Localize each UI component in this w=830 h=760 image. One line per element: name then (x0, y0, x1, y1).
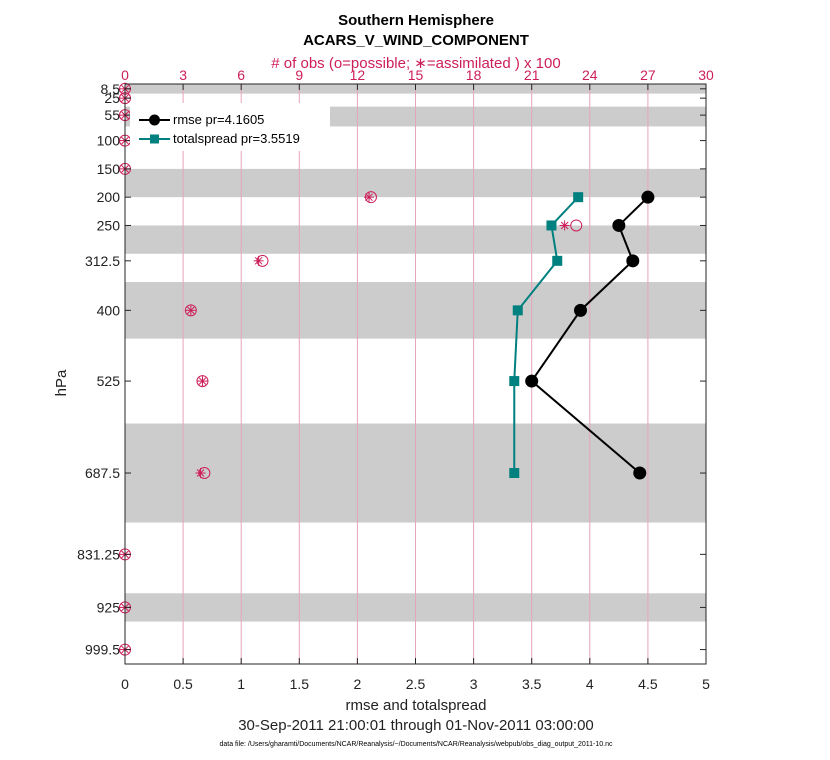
x-tick-label: 5 (702, 676, 710, 692)
y-tick-label: 150 (97, 161, 121, 177)
legend-totalspread-marker (150, 134, 159, 144)
legend-box (130, 103, 330, 151)
y-tick-label: 925 (97, 599, 121, 615)
top-tick-label: 15 (408, 67, 424, 83)
obs-assimilated-stroke (254, 256, 263, 265)
rmse-point (525, 374, 539, 388)
x-tick-label: 0.5 (173, 676, 193, 692)
top-tick-label: 6 (237, 67, 245, 83)
obs-assimilated-stroke (198, 377, 207, 385)
totalspread-point (573, 192, 584, 203)
rmse-point (626, 254, 640, 268)
y-tick-label: 25 (104, 90, 120, 106)
chart-title: Southern Hemisphere (338, 12, 494, 29)
y-tick-label: 55 (104, 107, 120, 123)
top-axis-label: # of obs (o=possible; ∗=assimilated ) x … (271, 55, 560, 72)
rmse-point (612, 218, 626, 232)
obs-assimilated-stroke (560, 221, 569, 230)
top-tick-label: 24 (582, 67, 598, 83)
obs-possible-marker (570, 219, 583, 232)
y-tick-label: 200 (97, 189, 121, 205)
rmse-line (530, 196, 649, 474)
top-tick-label: 27 (640, 67, 656, 83)
x-axis-label: rmse and totalspread (346, 697, 487, 714)
obs-possible-marker (184, 304, 197, 317)
rmse-point (574, 303, 588, 317)
y-tick-label: 250 (97, 217, 121, 233)
x-tick-label: 1 (237, 676, 245, 692)
y-axis-label: hPa (53, 369, 70, 396)
x-tick-label: 0 (121, 676, 129, 692)
totalspread-point (512, 305, 523, 316)
rmse-point (633, 466, 647, 480)
y-tick-label: 831.25 (77, 546, 120, 562)
y-tick-label: 999.5 (85, 642, 120, 658)
legend-rmse-label: rmse pr=4.1605 (173, 112, 264, 127)
obs-assimilated-stroke (365, 193, 373, 202)
data-file-note: data file: /Users/gharamti/Documents/NCA… (219, 741, 613, 748)
legend-rmse-marker (149, 114, 160, 126)
totalspread-point (509, 468, 520, 479)
top-tick-label: 18 (466, 67, 482, 83)
obs-assimilated-marker (364, 192, 375, 203)
legend: rmse pr=4.1605 totalspread pr=3.5519 (130, 103, 330, 151)
obs-assimilated-marker (195, 468, 206, 479)
totalspread-point (546, 220, 557, 231)
top-tick-label: 12 (350, 67, 366, 83)
x-tick-label: 1.5 (290, 676, 310, 692)
x-tick-label: 3.5 (522, 676, 542, 692)
y-tick-label: 312.5 (85, 253, 120, 269)
legend-totalspread-label: totalspread pr=3.5519 (173, 131, 300, 146)
obs-assimilated-marker (185, 305, 196, 316)
y-tick-label: 8.5 (101, 81, 121, 97)
x-tick-label: 3 (470, 676, 478, 692)
x-tick-label: 2.5 (406, 676, 426, 692)
top-tick-label: 9 (295, 67, 303, 83)
top-tick-label: 30 (698, 67, 714, 83)
series-lines (509, 190, 655, 480)
y-tick-label: 100 (97, 133, 121, 149)
totalspread-point (509, 376, 520, 387)
obs-assimilated-marker (197, 376, 208, 387)
obs-assimilated-marker (559, 220, 570, 231)
y-tick-label: 525 (97, 373, 121, 389)
axes: 0 0.5 1 1.5 2 2.5 3 3.5 4 4.5 5 0 3 6 9 12 15 18 21 24 27 30 8… (77, 67, 714, 692)
y-tick-label: 687.5 (85, 465, 120, 481)
obs-assimilated-stroke (186, 306, 195, 315)
obs-assimilated-marker (253, 255, 264, 266)
top-tick-label: 3 (179, 67, 187, 83)
totalspread-point (552, 255, 563, 266)
date-range: 30-Sep-2011 21:00:01 through 01-Nov-2011… (238, 717, 594, 734)
rmse-point (641, 190, 655, 204)
obs-assimilated-stroke (196, 469, 205, 477)
chart-subtitle: ACARS_V_WIND_COMPONENT (303, 32, 529, 49)
obs-possible-marker (196, 375, 209, 388)
top-tick-label: 21 (524, 67, 540, 83)
x-tick-label: 2 (354, 676, 362, 692)
y-tick-label: 400 (97, 302, 121, 318)
x-tick-label: 4.5 (638, 676, 658, 692)
top-tick-label: 0 (121, 67, 129, 83)
x-tick-label: 4 (586, 676, 594, 692)
